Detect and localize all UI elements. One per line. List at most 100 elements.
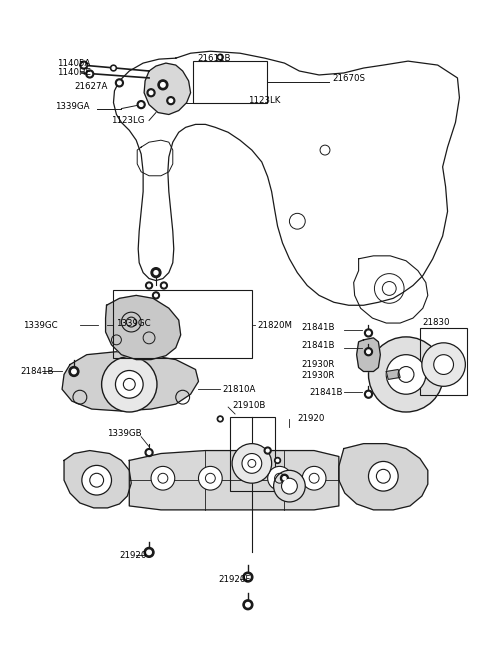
Circle shape bbox=[72, 369, 76, 374]
Polygon shape bbox=[106, 295, 180, 360]
Circle shape bbox=[243, 600, 253, 610]
Circle shape bbox=[155, 294, 157, 297]
Circle shape bbox=[163, 284, 165, 287]
Text: 21820M: 21820M bbox=[258, 320, 293, 329]
Polygon shape bbox=[339, 443, 428, 510]
Circle shape bbox=[139, 103, 143, 106]
Circle shape bbox=[369, 337, 444, 412]
Circle shape bbox=[199, 466, 222, 490]
Text: 1339GB: 1339GB bbox=[107, 429, 141, 438]
Polygon shape bbox=[357, 338, 380, 371]
Circle shape bbox=[160, 282, 168, 289]
Circle shape bbox=[153, 292, 159, 299]
Text: 21920F: 21920F bbox=[218, 574, 251, 584]
Circle shape bbox=[266, 449, 269, 452]
Circle shape bbox=[302, 466, 326, 490]
Circle shape bbox=[246, 603, 250, 607]
Text: 21670S: 21670S bbox=[332, 75, 365, 83]
Circle shape bbox=[367, 392, 370, 396]
Circle shape bbox=[274, 470, 305, 502]
Circle shape bbox=[242, 453, 262, 474]
Text: 1339GA: 1339GA bbox=[55, 102, 90, 111]
Text: 21841B: 21841B bbox=[309, 388, 343, 397]
Circle shape bbox=[217, 54, 223, 60]
Circle shape bbox=[145, 449, 153, 457]
Bar bbox=[230, 417, 275, 491]
Circle shape bbox=[275, 457, 280, 463]
Text: 21920: 21920 bbox=[120, 551, 147, 560]
Circle shape bbox=[364, 348, 372, 356]
Circle shape bbox=[281, 478, 297, 494]
Circle shape bbox=[154, 271, 158, 274]
Circle shape bbox=[364, 390, 372, 398]
Bar bbox=[113, 290, 252, 358]
Circle shape bbox=[232, 443, 272, 483]
Circle shape bbox=[116, 371, 143, 398]
Circle shape bbox=[88, 72, 92, 76]
Circle shape bbox=[148, 284, 150, 287]
Circle shape bbox=[137, 101, 145, 109]
Circle shape bbox=[268, 466, 291, 490]
Circle shape bbox=[151, 466, 175, 490]
Circle shape bbox=[246, 575, 250, 579]
Circle shape bbox=[147, 550, 151, 555]
Circle shape bbox=[147, 451, 151, 455]
Circle shape bbox=[112, 67, 115, 69]
Text: 1339GC: 1339GC bbox=[23, 320, 57, 329]
Text: 21627A: 21627A bbox=[74, 83, 108, 91]
Circle shape bbox=[219, 56, 221, 58]
Circle shape bbox=[158, 80, 168, 90]
Bar bbox=[420, 328, 468, 395]
Circle shape bbox=[69, 367, 79, 377]
Text: 11405A: 11405A bbox=[57, 58, 91, 67]
Circle shape bbox=[149, 91, 153, 94]
Circle shape bbox=[434, 354, 454, 375]
Text: 21910B: 21910B bbox=[232, 401, 265, 409]
Polygon shape bbox=[129, 451, 339, 510]
Text: 21841B: 21841B bbox=[301, 324, 335, 333]
Text: 1123LK: 1123LK bbox=[248, 96, 280, 105]
Circle shape bbox=[217, 416, 223, 422]
Circle shape bbox=[422, 343, 466, 386]
Circle shape bbox=[283, 477, 286, 480]
Circle shape bbox=[167, 97, 175, 105]
Circle shape bbox=[367, 350, 370, 354]
Circle shape bbox=[280, 474, 288, 482]
Circle shape bbox=[118, 81, 121, 84]
Text: 21841B: 21841B bbox=[21, 367, 54, 376]
Text: 21841B: 21841B bbox=[301, 341, 335, 350]
Bar bbox=[192, 61, 267, 103]
Circle shape bbox=[102, 357, 157, 412]
Circle shape bbox=[169, 99, 173, 102]
Polygon shape bbox=[62, 352, 199, 411]
Circle shape bbox=[110, 65, 117, 71]
Circle shape bbox=[144, 548, 154, 557]
Polygon shape bbox=[144, 63, 191, 115]
Circle shape bbox=[243, 572, 253, 582]
Text: 1140HE: 1140HE bbox=[57, 69, 91, 77]
Circle shape bbox=[264, 447, 271, 454]
Text: 21830: 21830 bbox=[423, 318, 450, 327]
Circle shape bbox=[145, 282, 153, 289]
Circle shape bbox=[82, 466, 111, 495]
Circle shape bbox=[80, 61, 88, 69]
Circle shape bbox=[367, 331, 370, 335]
Text: 21930R: 21930R bbox=[301, 360, 335, 369]
Polygon shape bbox=[64, 451, 131, 508]
Circle shape bbox=[219, 418, 221, 420]
Text: 21810A: 21810A bbox=[222, 384, 255, 394]
Text: 21920: 21920 bbox=[297, 415, 324, 423]
Circle shape bbox=[86, 70, 94, 78]
Circle shape bbox=[369, 461, 398, 491]
Text: 21930R: 21930R bbox=[301, 371, 335, 380]
Circle shape bbox=[386, 354, 426, 394]
Polygon shape bbox=[386, 369, 400, 379]
Text: 21611B: 21611B bbox=[197, 54, 231, 63]
Circle shape bbox=[147, 89, 155, 97]
Circle shape bbox=[116, 79, 123, 87]
Circle shape bbox=[82, 64, 85, 67]
Text: 1123LG: 1123LG bbox=[111, 116, 145, 125]
Text: 1339GC: 1339GC bbox=[117, 318, 151, 328]
Circle shape bbox=[276, 459, 279, 462]
Circle shape bbox=[161, 83, 165, 87]
